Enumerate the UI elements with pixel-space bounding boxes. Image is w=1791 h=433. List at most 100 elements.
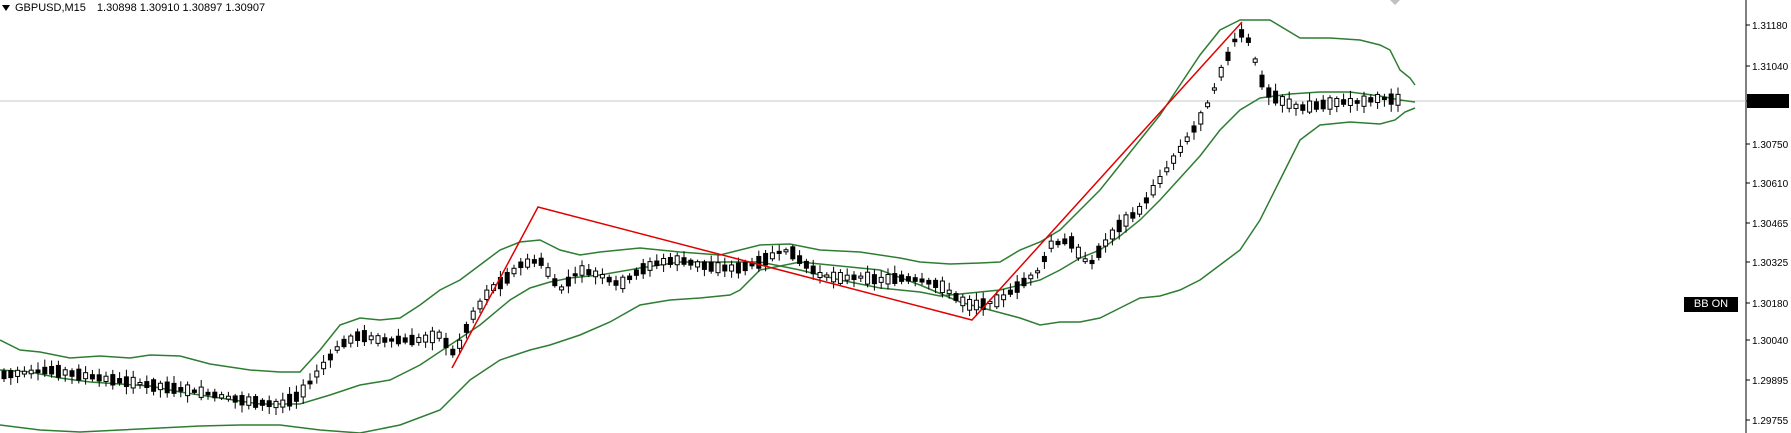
candle-body — [627, 275, 633, 281]
candle-body — [246, 396, 252, 406]
candle-body — [715, 262, 721, 274]
candle-body — [667, 256, 673, 265]
candle-body — [382, 337, 388, 343]
candle-body — [341, 338, 347, 348]
candle-body — [1123, 214, 1129, 227]
candle-body — [722, 264, 728, 272]
candle-body — [1273, 90, 1279, 104]
dropdown-triangle-icon[interactable] — [2, 5, 10, 11]
candle-body — [926, 279, 932, 285]
bb-toggle-button[interactable]: BB ON — [1684, 297, 1738, 312]
candle-body — [259, 399, 265, 406]
lower-band — [0, 107, 1416, 433]
candle-body — [287, 393, 293, 407]
candle-body — [1103, 239, 1109, 247]
candle-body — [69, 370, 75, 377]
candle-body — [865, 271, 871, 285]
candle-body — [654, 260, 660, 267]
candle-body — [1354, 100, 1360, 104]
middle-band — [0, 91, 1416, 405]
candle-body — [729, 264, 735, 272]
candle-body — [1381, 96, 1387, 101]
candle-body — [239, 395, 245, 406]
candle-body — [994, 294, 1000, 308]
candle-body — [389, 338, 395, 342]
candle-body — [1082, 258, 1088, 263]
candle-body — [769, 252, 775, 260]
candle-body — [1239, 29, 1245, 38]
candle-body — [1361, 95, 1367, 107]
candle-body — [1001, 294, 1007, 301]
candle-body — [531, 259, 537, 264]
candle-body — [1177, 145, 1183, 153]
candle-body — [484, 289, 490, 301]
candle-body — [1259, 74, 1265, 88]
candle-body — [606, 276, 612, 283]
candle-body — [905, 276, 911, 282]
candle-body — [851, 274, 857, 281]
candle-body — [28, 369, 34, 375]
candle-body — [892, 273, 898, 284]
candle-body — [933, 279, 939, 288]
candle-body — [1089, 259, 1095, 265]
candle-body — [681, 257, 687, 265]
candle-body — [953, 293, 959, 301]
candle-body — [858, 275, 864, 279]
axis-tick-label: 1.30040 — [1752, 336, 1789, 347]
candle-body — [572, 273, 578, 277]
candle-body — [327, 353, 333, 361]
candle-body — [307, 380, 313, 385]
candle-body — [348, 335, 354, 344]
candle-body — [1021, 277, 1027, 287]
candle-body — [409, 334, 415, 346]
candle-body — [824, 274, 830, 278]
candle-body — [735, 262, 741, 274]
candle-body — [334, 346, 340, 351]
candle-body — [1327, 97, 1333, 110]
axis-tick-label: 1.30180 — [1752, 299, 1789, 310]
candle-body — [1375, 93, 1381, 104]
candle-body — [674, 255, 680, 266]
candle-body — [198, 386, 204, 398]
axis-tick-label: 1.30325 — [1752, 258, 1789, 269]
axis-tick-label: 1.29895 — [1752, 376, 1789, 387]
candle-body — [967, 298, 973, 311]
candle-body — [42, 366, 48, 375]
candle-body — [810, 265, 816, 275]
candle-body — [1157, 175, 1163, 185]
candle-body — [157, 382, 163, 391]
candle-body — [429, 330, 435, 344]
candle-body — [599, 273, 605, 279]
candle-body — [314, 370, 320, 378]
candle-body — [831, 271, 837, 283]
candle-body — [423, 334, 429, 343]
candle-body — [83, 372, 89, 380]
candlesticks — [1, 23, 1401, 416]
scroll-marker-icon — [1390, 0, 1400, 5]
candle-body — [525, 258, 531, 268]
candle-body — [470, 310, 476, 320]
candle-body — [164, 381, 170, 394]
candle-body — [368, 335, 374, 341]
candle-body — [1293, 103, 1299, 110]
axis-tick-label: 1.31180 — [1752, 21, 1788, 32]
candle-body — [1245, 37, 1251, 43]
ohlc-values: 1.30898 1.30910 1.30897 1.30907 — [96, 2, 266, 14]
upper-band — [0, 19, 1416, 373]
candle-body — [1347, 98, 1353, 106]
candle-body — [776, 250, 782, 254]
candle-body — [321, 361, 327, 370]
candle-body — [103, 375, 109, 382]
candle-body — [885, 273, 891, 285]
candle-body — [1075, 246, 1081, 259]
candle-body — [253, 396, 259, 408]
candle-body — [62, 369, 68, 376]
candle-body — [1218, 66, 1224, 78]
candle-body — [205, 391, 211, 396]
candle-body — [837, 272, 843, 284]
candle-body — [151, 379, 157, 392]
candle-body — [1, 370, 7, 380]
candle-body — [640, 263, 646, 275]
candle-body — [191, 389, 197, 393]
